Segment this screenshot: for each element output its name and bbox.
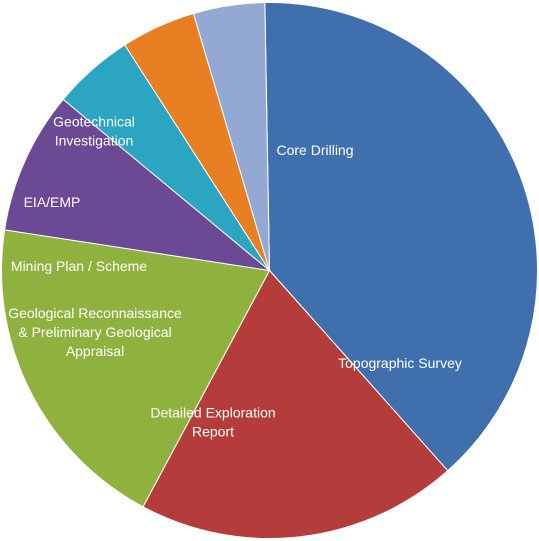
pie-slice-label-5: Mining Plan / Scheme [11, 258, 147, 274]
pie-slice-label-6: EIA/EMP [24, 194, 81, 210]
pie-slice-7 [192, 2, 270, 271]
pie-slice-label-line: Investigation [55, 133, 134, 149]
pie-slice-label-line: Geological Reconnaissance [8, 305, 182, 321]
pie-slice-label-line: Appraisal [66, 343, 124, 359]
pie-slice-label-line: Core Drilling [276, 142, 353, 158]
pie-slice-label-4: Geological Reconnaissance & Preliminary G… [8, 305, 182, 359]
pie-labels: Core Drilling Topographic Survey Detailed … [8, 114, 462, 440]
pie-slice-label-3: Detailed Exploration Report [150, 405, 275, 440]
pie-slice-label-line: Topographic Survey [338, 355, 462, 371]
pie-slice-3 [1, 229, 271, 508]
pie-slice-label-1: Core Drilling [276, 142, 353, 158]
pie-slice-label-line: Detailed Exploration [150, 405, 275, 421]
pie-slice-label-line: Geotechnical [53, 114, 135, 130]
pie-slice-label-line: Mining Plan / Scheme [11, 258, 147, 274]
pie-slice-label-line: Report [192, 424, 234, 440]
pie-slice-label-2: Topographic Survey [338, 355, 462, 371]
pie-slice-label-line: EIA/EMP [24, 194, 81, 210]
pie-slice-1 [264, 2, 538, 472]
pie-slice-label-line: & Preliminary Geological [18, 324, 171, 340]
pie-slice-2 [142, 269, 449, 539]
pie-slice-label-7: Geotechnical Investigation [53, 114, 135, 149]
pie-slice-4 [4, 98, 272, 272]
